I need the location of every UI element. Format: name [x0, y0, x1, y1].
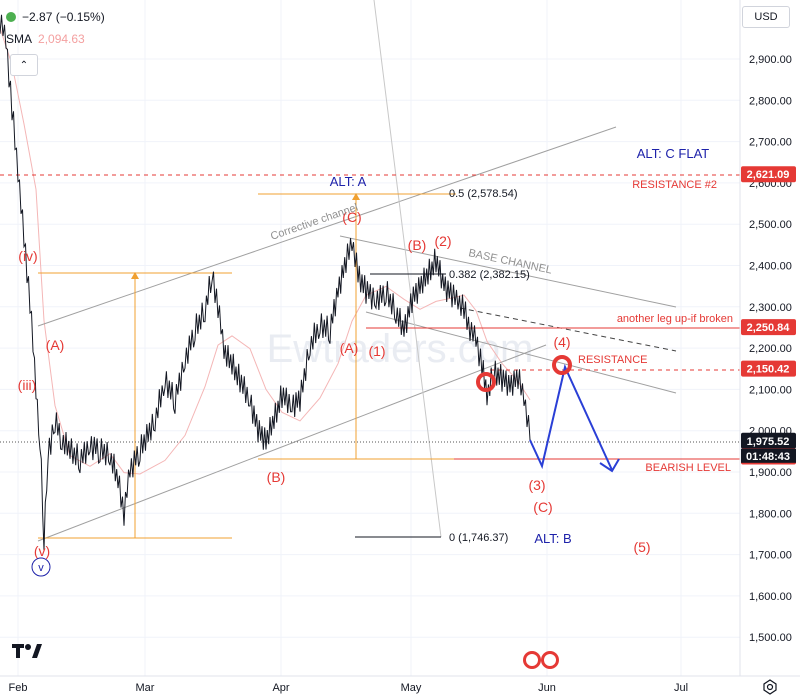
price-box	[741, 432, 796, 449]
y-tick-label: 2,900.00	[749, 54, 792, 66]
projection-path	[529, 363, 613, 471]
x-tick-label: May	[401, 682, 422, 694]
breakdown-circle-marker	[476, 372, 496, 392]
y-tick-label: 2,200.00	[749, 343, 792, 355]
wave-label: (v)	[34, 543, 50, 559]
alt-wave-label: v	[38, 562, 44, 574]
alt-wave-label: ALT: B	[534, 531, 571, 546]
price-series-line	[0, 14, 531, 551]
countdown-label: 01:48:43	[746, 451, 790, 463]
fib-diagonal-line	[373, 0, 442, 538]
price-box	[741, 319, 796, 336]
chart-annotation: RESISTANCE #2	[632, 179, 717, 191]
fib-right-arrow	[352, 193, 360, 200]
wave-v-circle	[31, 557, 51, 577]
fib-level-label: 0.382 (2,382.15)	[449, 269, 530, 281]
countdown-box	[741, 448, 796, 463]
wave-label: (4)	[553, 334, 570, 350]
sma-value: 2,094.63	[38, 32, 85, 46]
x-tick-label: Feb	[9, 682, 28, 694]
wave-label: (2)	[434, 233, 451, 249]
status-dot-icon	[6, 12, 16, 22]
tradingview-logo-icon	[12, 642, 42, 663]
fib-left-arrow	[131, 272, 139, 279]
y-tick-label: 2,300.00	[749, 302, 792, 314]
price-box	[741, 166, 796, 183]
fib-level-label: 0.5 (2,578.54)	[449, 188, 518, 200]
chevron-up-icon: ⌃	[19, 59, 29, 71]
y-tick-label: 1,800.00	[749, 508, 792, 520]
alt-wave-label: ALT: A	[330, 174, 367, 189]
wave-label: (B)	[267, 469, 286, 485]
x-axis: Feb Mar Apr May Jun Jul	[9, 682, 689, 694]
price-box-label: 2,621.09	[747, 169, 790, 181]
gear-icon[interactable]	[762, 679, 778, 695]
trend-line-dashed	[459, 307, 677, 352]
wave-label: (iv)	[18, 248, 37, 264]
price-box	[741, 360, 796, 377]
wave-label: (A)	[340, 340, 359, 356]
wave-label: (1)	[368, 343, 385, 359]
base-channel-upper	[339, 235, 677, 308]
x-tick-label: Apr	[272, 682, 289, 694]
wave-label: (C)	[533, 499, 552, 515]
wave-label: (C)	[342, 209, 361, 225]
fib-level-label: 0 (1,746.37)	[449, 532, 508, 544]
price-box-label: 1,975.52	[747, 436, 790, 448]
chart-annotation: BEARISH LEVEL	[645, 462, 731, 474]
y-tick-label: 2,700.00	[749, 137, 792, 149]
wave-4-circle-marker	[552, 355, 572, 375]
price-axis-boxes: 2,621.092,250.842,150.421,975.521,937.57…	[741, 166, 796, 465]
wave-label: (A)	[46, 337, 65, 353]
wave-label: (5)	[633, 539, 650, 555]
y-tick-label: 1,600.00	[749, 591, 792, 603]
x-tick-label: Jul	[674, 682, 688, 694]
currency-select[interactable]: USD	[742, 6, 790, 28]
collapse-legend-button[interactable]: ⌃	[10, 54, 38, 76]
sma-label: SMA	[6, 32, 33, 46]
price-box-label: 2,250.84	[747, 322, 791, 334]
legend-change-row: −2.87 (−0.15%)	[6, 6, 105, 28]
base-channel-lower	[365, 311, 677, 394]
y-tick-label: 2,100.00	[749, 384, 792, 396]
y-tick-label: 2,800.00	[749, 95, 792, 107]
corrective-channel-upper	[37, 126, 617, 327]
corrective-channel-lower	[37, 344, 547, 542]
y-axis: 2,900.002,800.002,700.002,600.002,500.00…	[749, 54, 792, 644]
y-tick-label: 2,400.00	[749, 261, 792, 273]
y-tick-label: 1,900.00	[749, 467, 792, 479]
legend-sma-row: SMA 2,094.63	[6, 28, 105, 50]
projection-arrow-head	[599, 458, 620, 473]
price-box-label: 2,150.42	[747, 364, 790, 376]
wave-label: (3)	[528, 477, 545, 493]
y-tick-label: 1,500.00	[749, 632, 792, 644]
y-tick-label: 2,500.00	[749, 219, 792, 231]
wave-label: (B)	[408, 237, 427, 253]
legend-change: −2.87 (−0.15%)	[22, 10, 105, 24]
chart-annotation: another leg up-if broken	[617, 313, 733, 325]
wave-label: (iii)	[18, 377, 37, 393]
watermark-text: Ewtraders.com	[267, 327, 534, 371]
y-tick-label: 1,700.00	[749, 550, 792, 562]
currency-label: USD	[754, 11, 778, 23]
sma-line	[0, 27, 531, 475]
events-icon[interactable]	[523, 651, 559, 669]
chart-annotation: RESISTANCE	[578, 354, 647, 366]
legend: −2.87 (−0.15%) SMA 2,094.63	[6, 6, 105, 50]
x-tick-label: Jun	[538, 682, 556, 694]
alt-wave-label: ALT: C FLAT	[637, 146, 710, 161]
x-tick-label: Mar	[136, 682, 155, 694]
